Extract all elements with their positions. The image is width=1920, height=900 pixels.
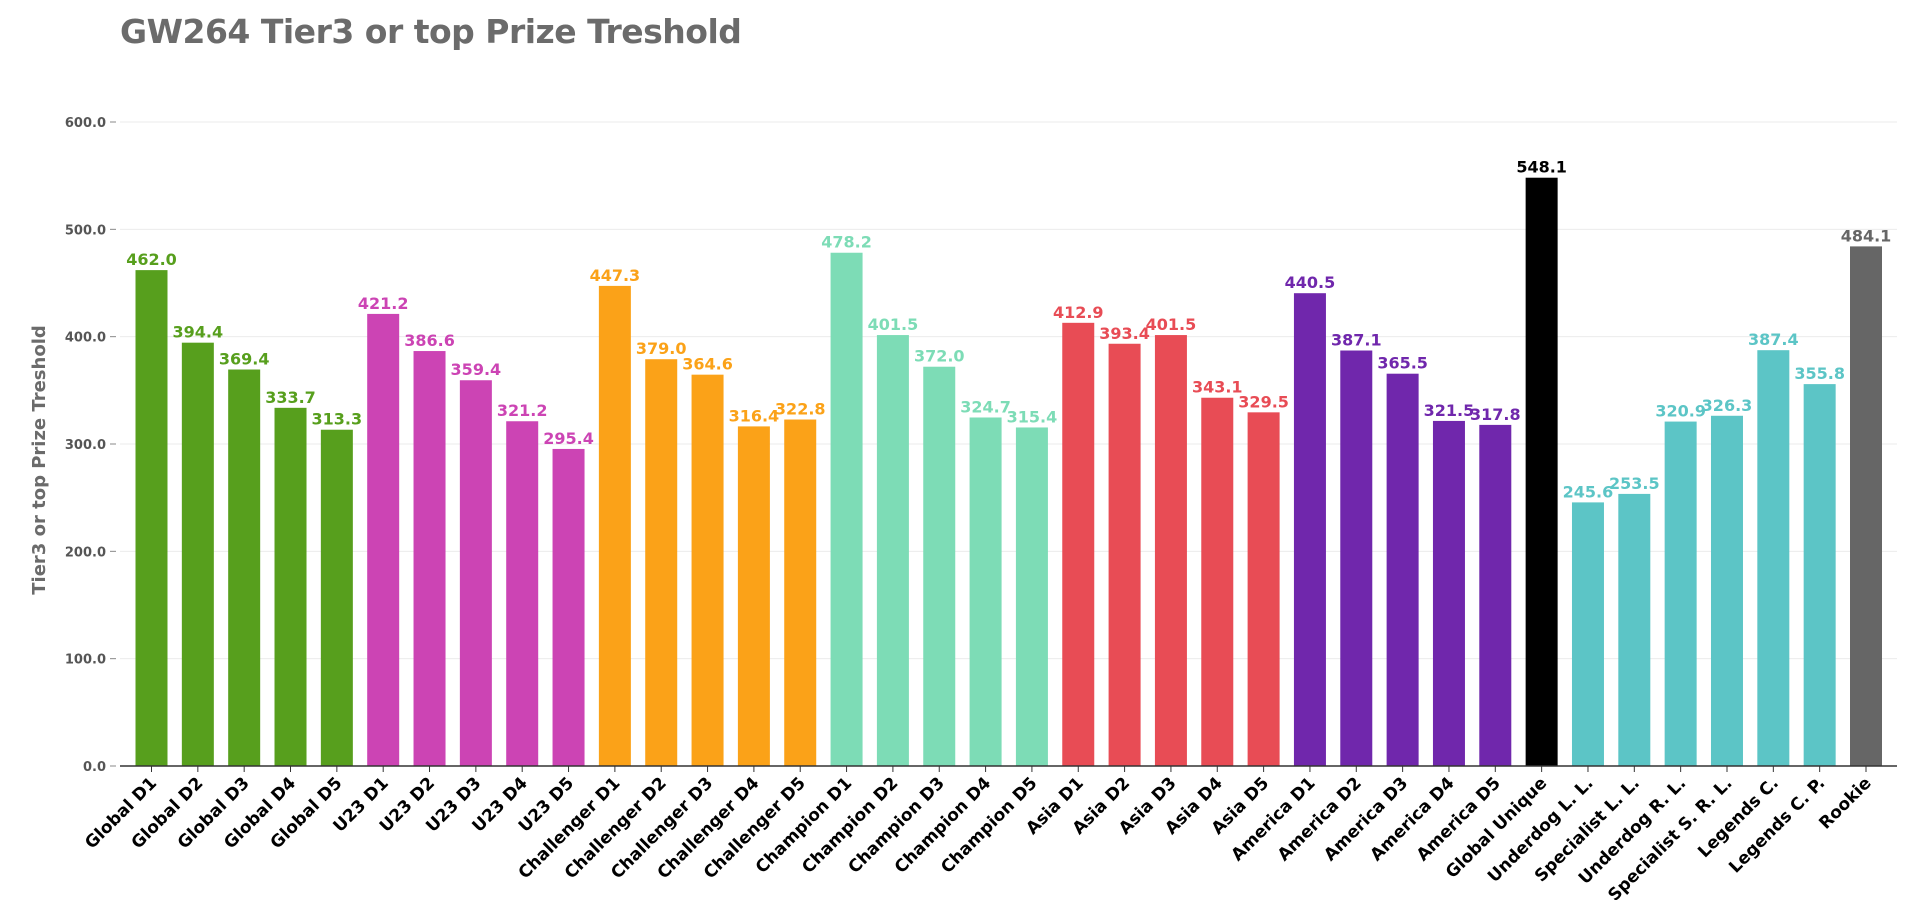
- value-label: 245.6: [1563, 482, 1614, 501]
- bar: [1247, 412, 1280, 766]
- bar: [923, 366, 956, 766]
- value-label: 394.4: [173, 323, 224, 342]
- y-tick-label: 200.0: [65, 545, 106, 560]
- value-label: 386.6: [404, 331, 455, 350]
- y-axis-ticks: 0.0 100.0 200.0 300.0 400.0 500.0 600.0: [65, 116, 116, 775]
- x-tick-label: Rookie: [1815, 773, 1875, 833]
- y-tick-label: 0.0: [83, 760, 106, 775]
- value-label: 484.1: [1841, 226, 1892, 245]
- bar: [367, 313, 400, 766]
- bar: [1201, 397, 1234, 766]
- bar: [181, 342, 214, 766]
- value-label: 313.3: [312, 410, 363, 429]
- value-label: 364.6: [682, 355, 733, 374]
- bar: [1525, 177, 1558, 766]
- bar: [1618, 493, 1651, 766]
- bar: [1571, 502, 1604, 766]
- bar: [1062, 322, 1095, 766]
- value-label: 321.2: [497, 401, 548, 420]
- bar: [1664, 421, 1697, 766]
- value-label: 322.8: [775, 400, 826, 419]
- bar: [1479, 424, 1512, 766]
- bar: [413, 351, 446, 766]
- value-label: 387.4: [1748, 330, 1799, 349]
- y-tick-label: 600.0: [65, 116, 106, 131]
- y-axis-title: Tier3 or top Prize Treshold: [29, 325, 50, 594]
- bar: [1432, 420, 1465, 766]
- value-label: 317.8: [1470, 405, 1521, 424]
- value-label: 440.5: [1285, 273, 1336, 292]
- bar: [969, 417, 1002, 766]
- bar: [1757, 350, 1790, 766]
- bar: [1015, 427, 1048, 766]
- bar: [1710, 415, 1743, 766]
- value-label: 421.2: [358, 294, 409, 313]
- chart-title: GW264 Tier3 or top Prize Treshold: [120, 12, 742, 51]
- bar: [552, 448, 585, 766]
- value-label: 401.5: [1146, 315, 1197, 334]
- bar: [830, 252, 863, 766]
- value-label: 548.1: [1516, 158, 1567, 177]
- value-label: 365.5: [1377, 354, 1428, 373]
- value-label: 329.5: [1238, 392, 1289, 411]
- value-label: 253.5: [1609, 474, 1660, 493]
- bar: [274, 407, 307, 766]
- value-label: 295.4: [543, 429, 594, 448]
- value-label: 316.4: [729, 406, 780, 425]
- value-label: 355.8: [1794, 364, 1845, 383]
- bar: [135, 270, 168, 766]
- bar: [737, 426, 770, 766]
- bar: [1803, 384, 1836, 766]
- bar: [1850, 246, 1882, 766]
- bar: [691, 374, 724, 766]
- bar: [1154, 335, 1187, 766]
- bars: [135, 177, 1882, 766]
- bar: [459, 380, 492, 766]
- bar: [320, 429, 353, 766]
- value-label: 333.7: [265, 388, 316, 407]
- bar: [645, 359, 678, 766]
- bar: [598, 285, 631, 766]
- bar: [1293, 293, 1326, 766]
- bar: [1340, 350, 1373, 766]
- value-label: 343.1: [1192, 378, 1243, 397]
- value-labels: 462.0 394.4 369.4 333.7 313.3 421.2 386.6 359.4…: [126, 158, 1891, 502]
- value-label: 369.4: [219, 350, 270, 369]
- value-label: 315.4: [1007, 407, 1058, 426]
- value-label: 387.1: [1331, 331, 1382, 350]
- value-label: 324.7: [960, 397, 1011, 416]
- y-tick-label: 400.0: [65, 331, 106, 346]
- value-label: 393.4: [1099, 324, 1150, 343]
- y-tick-label: 300.0: [65, 438, 106, 453]
- y-tick-label: 100.0: [65, 653, 106, 668]
- value-label: 326.3: [1702, 396, 1753, 415]
- bar: [506, 421, 539, 766]
- value-label: 401.5: [868, 315, 919, 334]
- value-label: 321.5: [1424, 401, 1475, 420]
- value-label: 320.9: [1655, 402, 1706, 421]
- value-label: 462.0: [126, 250, 177, 269]
- value-label: 372.0: [914, 347, 965, 366]
- value-label: 412.9: [1053, 303, 1104, 322]
- value-label: 359.4: [451, 360, 502, 379]
- value-label: 478.2: [821, 233, 872, 252]
- bar: [784, 419, 817, 766]
- value-label: 379.0: [636, 339, 687, 358]
- bar: [1108, 343, 1141, 766]
- bar: [228, 369, 261, 766]
- value-label: 447.3: [590, 266, 641, 285]
- bar: [1386, 373, 1419, 766]
- bar: [876, 335, 909, 766]
- y-tick-label: 500.0: [65, 223, 106, 238]
